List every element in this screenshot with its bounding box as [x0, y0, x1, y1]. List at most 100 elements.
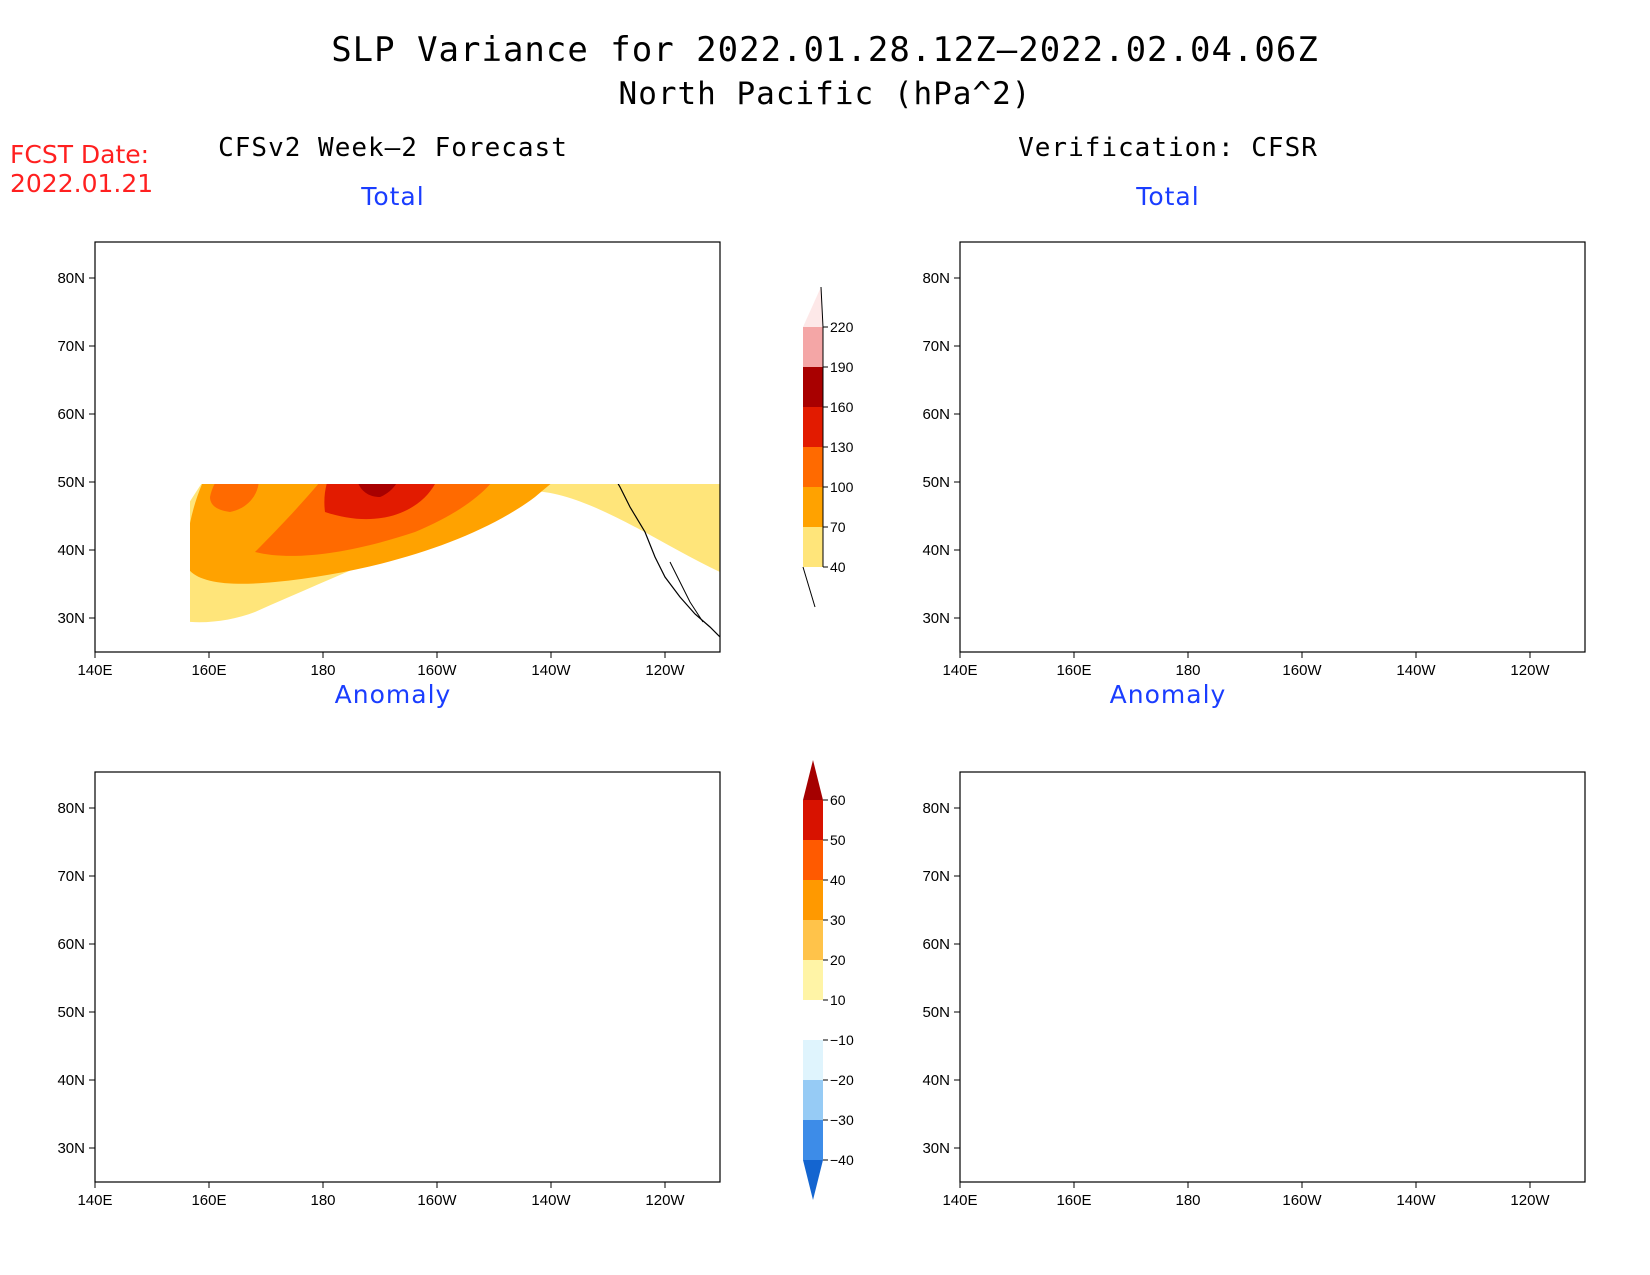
colorbar-swatch: [803, 880, 823, 920]
lat-tick-label: 50N: [57, 474, 85, 491]
lon-tick-label: 120W: [645, 1192, 685, 1209]
forecast-total-label: Total: [361, 182, 425, 211]
lat-tick-label: 30N: [57, 610, 85, 627]
lon-tick-label: 140E: [942, 662, 977, 679]
verification-total-label: Total: [1136, 182, 1200, 211]
lon-tick-label: 120W: [1510, 1192, 1550, 1209]
verification-column-title: Verification: CFSR: [1018, 133, 1318, 163]
colorbar-tick-label: 190: [830, 359, 854, 375]
lon-tick-label: 160E: [191, 1192, 226, 1209]
forecast-date-label: FCST Date:: [10, 140, 150, 169]
verification-anomaly-map: [953, 771, 1586, 1189]
colorbar-tick-label: 40: [830, 872, 846, 888]
lon-tick-label: 120W: [645, 662, 685, 679]
lon-tick-label: 160E: [1056, 1192, 1091, 1209]
colorbar-tick-label: 100: [830, 479, 854, 495]
colorbar-swatch: [803, 327, 823, 367]
lon-tick-label: 180: [310, 1192, 335, 1209]
colorbar-tick-label: 130: [830, 439, 854, 455]
lat-tick-label: 80N: [57, 800, 85, 817]
colorbar-top-arrow: [803, 287, 823, 327]
colorbar-swatch: [803, 1040, 823, 1080]
colorbar-swatch: [803, 800, 823, 840]
colorbar-swatch: [803, 960, 823, 1000]
lat-tick-label: 40N: [57, 1072, 85, 1089]
lon-tick-label: 140W: [531, 662, 571, 679]
lon-tick-label: 160E: [191, 662, 226, 679]
lat-tick-label: 80N: [922, 270, 950, 287]
colorbar-swatch: [803, 840, 823, 880]
colorbar-swatch: [803, 487, 823, 527]
lat-tick-label: 80N: [922, 800, 950, 817]
colorbar-bottom-arrow: [803, 567, 823, 607]
lon-tick-label: 160W: [1282, 662, 1322, 679]
colorbar-bottom-arrow-edge: [802, 566, 816, 608]
lon-tick-label: 140E: [942, 1192, 977, 1209]
lon-tick-label: 160W: [417, 662, 457, 679]
lat-tick-label: 80N: [57, 270, 85, 287]
verification-anomaly-label: Anomaly: [1109, 680, 1227, 709]
colorbar-tick-label: 10: [830, 992, 846, 1008]
total-colorbar: 40 70 100 130 160 190 220: [802, 286, 854, 608]
colorbar-swatch: [803, 920, 823, 960]
lon-tick-label: 180: [310, 662, 335, 679]
lat-tick-label: 30N: [57, 1140, 85, 1157]
colorbar-tick-label: 60: [830, 792, 846, 808]
lon-tick-label: 140W: [1396, 662, 1436, 679]
colorbar-tick-label: 70: [830, 519, 846, 535]
lat-tick-label: 70N: [922, 338, 950, 355]
lon-tick-label: 120W: [1510, 662, 1550, 679]
forecast-date-value: 2022.01.21: [10, 169, 154, 198]
colorbar-swatch: [803, 367, 823, 407]
colorbar-tick-label: 40: [830, 559, 846, 575]
forecast-anomaly-label: Anomaly: [334, 680, 452, 709]
lat-tick-label: 50N: [57, 1004, 85, 1021]
lat-tick-label: 60N: [922, 406, 950, 423]
lat-tick-label: 60N: [57, 936, 85, 953]
lon-tick-label: 160E: [1056, 662, 1091, 679]
lat-tick-label: 30N: [922, 1140, 950, 1157]
forecast-anomaly-map: [88, 771, 721, 1189]
colorbar-tick-label: −40: [830, 1152, 854, 1168]
lat-tick-label: 70N: [57, 868, 85, 885]
colorbar-top-arrow: [803, 760, 823, 800]
lat-tick-label: 50N: [922, 474, 950, 491]
lon-tick-label: 140E: [77, 1192, 112, 1209]
colorbar-tick-label: 30: [830, 912, 846, 928]
colorbar-swatch: [803, 447, 823, 487]
lat-tick-label: 60N: [57, 406, 85, 423]
colorbar-swatch: [803, 407, 823, 447]
colorbar-tick-label: −10: [830, 1032, 854, 1048]
lon-tick-label: 140W: [1396, 1192, 1436, 1209]
colorbar-swatch: [803, 1000, 823, 1040]
lat-tick-label: 30N: [922, 610, 950, 627]
colorbar-tick-label: −30: [830, 1112, 854, 1128]
lon-tick-label: 160W: [1282, 1192, 1322, 1209]
forecast-date: FCST Date: 2022.01.21: [10, 140, 153, 198]
forecast-column-title: CFSv2 Week–2 Forecast: [218, 133, 568, 163]
colorbar-bottom-arrow: [803, 1160, 823, 1200]
colorbar-tick-label: 20: [830, 952, 846, 968]
lat-tick-label: 40N: [922, 1072, 950, 1089]
colorbar-tick-label: 220: [830, 319, 854, 335]
lon-tick-label: 140E: [77, 662, 112, 679]
lat-tick-label: 40N: [922, 542, 950, 559]
lon-tick-label: 160W: [417, 1192, 457, 1209]
lat-tick-label: 70N: [57, 338, 85, 355]
lon-tick-label: 180: [1175, 1192, 1200, 1209]
forecast-total-map: [88, 241, 721, 659]
lon-tick-label: 180: [1175, 662, 1200, 679]
main-title: SLP Variance for 2022.01.28.12Z–2022.02.…: [331, 30, 1319, 70]
lat-tick-label: 50N: [922, 1004, 950, 1021]
colorbar-tick-label: 50: [830, 832, 846, 848]
colorbar-swatch: [803, 1120, 823, 1160]
lon-tick-label: 140W: [531, 1192, 571, 1209]
lat-tick-label: 40N: [57, 542, 85, 559]
lat-tick-label: 60N: [922, 936, 950, 953]
anomaly-colorbar: −40 −30 −20 −10 10 20 30 40 50 60: [803, 760, 854, 1200]
verification-total-map: [953, 241, 1586, 659]
colorbar-tick-label: 160: [830, 399, 854, 415]
main-subtitle: North Pacific (hPa^2): [618, 76, 1032, 112]
colorbar-tick-label: −20: [830, 1072, 854, 1088]
